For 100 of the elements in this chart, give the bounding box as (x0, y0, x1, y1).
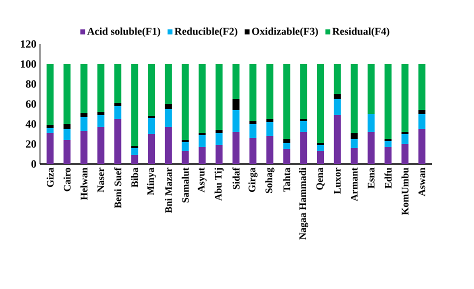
bar (266, 64, 274, 119)
x-tick-label: Qena (316, 168, 325, 190)
bar (198, 147, 206, 164)
bar (164, 64, 172, 104)
bar (114, 64, 122, 103)
bar (300, 121, 308, 132)
bar (46, 125, 54, 128)
x-tick-label: KomUmbu (401, 168, 408, 215)
bar (232, 132, 240, 164)
bar (249, 121, 256, 124)
bar (114, 103, 122, 106)
bar (350, 64, 358, 133)
bar (64, 140, 71, 164)
bar (216, 145, 223, 164)
bar (182, 64, 189, 140)
y-tick-label: 100 (20, 60, 36, 68)
bar (384, 64, 392, 139)
bar (64, 129, 71, 140)
x-tick-label: Beni Suef (114, 167, 122, 208)
bar (131, 155, 138, 164)
bar (283, 143, 290, 149)
bar (401, 134, 408, 144)
bar (334, 64, 341, 94)
x-tick-label: Girga (248, 168, 258, 192)
x-tick-label: Helwan (80, 168, 88, 200)
bar (97, 64, 104, 112)
bar (283, 64, 290, 139)
bar (97, 115, 104, 127)
bar (80, 64, 88, 113)
bar (114, 106, 122, 119)
bar (164, 109, 172, 127)
y-tick-label: 20 (26, 140, 36, 148)
bar (418, 110, 426, 114)
y-tick-label: 0 (31, 160, 36, 168)
bar (216, 64, 223, 130)
bar (316, 151, 324, 164)
bar (131, 64, 138, 146)
x-tick-label: Armant (350, 168, 358, 202)
x-tick-label: Tahta (283, 168, 290, 192)
bar (266, 119, 274, 122)
y-tick-label: 60 (26, 100, 36, 108)
x-tick-label: Giza (46, 168, 54, 187)
x-tick-label: Sidaf (232, 167, 240, 190)
bar (232, 99, 240, 110)
bar (46, 64, 54, 125)
bar (350, 133, 358, 139)
bar (418, 114, 426, 129)
bar (97, 127, 104, 164)
bar (182, 151, 189, 164)
bar (164, 127, 172, 164)
x-tick-label: Abu Tij (214, 168, 224, 201)
bar (418, 64, 426, 110)
bar (334, 94, 341, 99)
x-tick-label: Aswan (418, 168, 426, 196)
bar (368, 114, 375, 132)
y-tick-label: 120 (20, 40, 36, 48)
bar (401, 64, 408, 132)
x-tick-label: Cairo (64, 168, 71, 192)
bar (198, 135, 206, 147)
x-tick-label: Biba (131, 168, 138, 188)
bar (384, 141, 392, 147)
y-tick-label: 80 (26, 80, 36, 88)
bar (131, 148, 138, 155)
bar (80, 117, 88, 131)
bar (232, 110, 240, 132)
bar (249, 138, 256, 164)
bar (249, 124, 256, 138)
bar (232, 64, 240, 99)
bar (418, 129, 426, 164)
bar (80, 131, 88, 164)
legend-label: Residual(F4) (332, 27, 390, 37)
bar (148, 64, 156, 116)
bar (300, 132, 308, 164)
bar (216, 133, 223, 145)
x-tick-label: Luxor (334, 168, 341, 194)
legend-label: Reducible(F2) (174, 27, 238, 37)
bar (401, 144, 408, 164)
bar (283, 149, 290, 164)
bar (80, 113, 88, 117)
bar (46, 128, 54, 133)
bar (368, 132, 375, 164)
legend-label: Acid soluble(F1) (87, 27, 160, 37)
bar (334, 99, 341, 115)
bar (334, 115, 341, 164)
bar (249, 64, 256, 121)
bar (316, 64, 324, 143)
bar (148, 134, 156, 164)
bar (300, 64, 308, 119)
bar (266, 136, 274, 164)
bar (114, 119, 122, 164)
x-tick-label: Sohag (265, 168, 274, 194)
bar (316, 145, 324, 151)
x-tick-label: Nagaa Hammadi (299, 168, 308, 240)
x-tick-label: Esna (368, 168, 374, 188)
x-tick-label: Samalut (182, 168, 189, 202)
bar (64, 64, 71, 124)
x-tick-label: Naser (98, 168, 104, 192)
x-tick-label: Asyut (198, 168, 207, 192)
bar (148, 118, 156, 134)
bar (384, 147, 392, 164)
